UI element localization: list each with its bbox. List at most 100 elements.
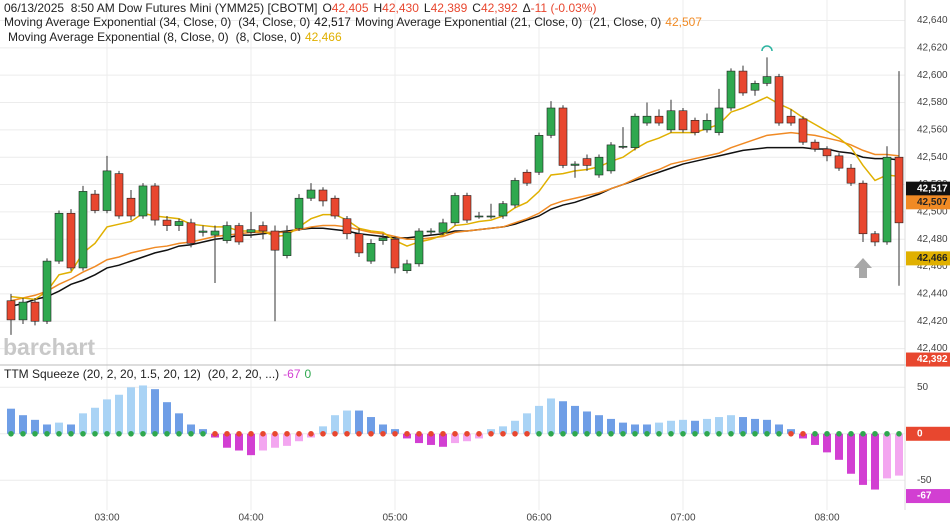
histogram-bar [631, 424, 639, 434]
squeeze-dot [740, 430, 746, 437]
y-tick-label: 42,580 [917, 97, 948, 108]
squeeze-dot [848, 430, 854, 437]
squeeze-dot [752, 430, 758, 437]
squeeze-dot [236, 430, 242, 437]
value-box-label: 42,507 [917, 197, 948, 208]
candle-body [438, 222, 448, 233]
candle-body [126, 197, 136, 217]
squeeze-dot [416, 430, 422, 437]
histogram-bar [103, 399, 111, 434]
legend-text: 0 [305, 367, 312, 381]
candle-body [342, 218, 352, 235]
histogram-bar [127, 387, 135, 434]
candle-body [666, 110, 676, 131]
value-box [906, 181, 950, 196]
squeeze-dot [836, 430, 842, 437]
histogram-bar [247, 433, 255, 456]
histogram-bar [775, 424, 783, 434]
legend-text: 06/13/2025 8:50 AM Dow Futures Mini (YMM… [4, 1, 317, 15]
candle-body [750, 83, 760, 91]
legend-text: (34, Close, 0) [238, 15, 310, 29]
candle-body [510, 180, 520, 206]
histogram-bar [415, 433, 423, 444]
candle-body [678, 110, 688, 131]
histogram-bar [871, 433, 879, 490]
candle-body [570, 163, 580, 166]
histogram-bar [55, 422, 63, 434]
histogram-bar [727, 415, 735, 434]
legend-text: 42,430 [382, 1, 419, 15]
legend-text: Δ [523, 1, 531, 15]
squeeze-dot [404, 430, 410, 437]
squeeze-dot [68, 430, 74, 437]
histogram-bar [451, 433, 459, 444]
candle-body [6, 300, 16, 321]
squeeze-dot [812, 430, 818, 437]
legend-text: O [322, 1, 331, 15]
legend-text: L [424, 1, 431, 15]
squeeze-dot [560, 430, 566, 437]
candle-body [366, 243, 376, 262]
candle-body [522, 171, 532, 184]
candle-body [834, 155, 844, 169]
squeeze-dot [308, 430, 314, 437]
histogram-bar [223, 433, 231, 448]
ema-line [10, 146, 900, 307]
squeeze-dot [20, 430, 26, 437]
squeeze-dot [104, 430, 110, 437]
squeeze-dot [200, 430, 206, 437]
squeeze-dot [248, 430, 254, 437]
candle-body [18, 301, 28, 321]
squeeze-dot [572, 430, 578, 437]
candle-body [234, 225, 244, 243]
squeeze-dot [464, 430, 470, 437]
candle-body [606, 144, 616, 172]
squeeze-dot [716, 430, 722, 437]
candle-body [798, 118, 808, 143]
candle-body [90, 193, 100, 211]
watermark: barchart [3, 334, 95, 360]
legend-text: 42,466 [305, 30, 342, 44]
value-box-label: 42,392 [917, 354, 948, 365]
histogram-bar [823, 433, 831, 453]
candle-body [810, 141, 820, 150]
histogram-bar [283, 433, 291, 446]
candle-body [534, 135, 544, 173]
squeeze-dot [620, 430, 626, 437]
histogram-bar [379, 424, 387, 434]
squeeze-dot [212, 430, 218, 437]
squeeze-dot [164, 430, 170, 437]
histogram-bar [763, 419, 771, 434]
squeeze-dot [800, 430, 806, 437]
squeeze-dot [512, 430, 518, 437]
x-tick-label: 07:00 [670, 513, 695, 524]
histogram-bar [427, 433, 435, 445]
histogram-bar [163, 402, 171, 434]
candle-body [258, 225, 268, 232]
squeeze-dot [824, 430, 830, 437]
squeeze-dot [116, 430, 122, 437]
candle-body [474, 215, 484, 218]
histogram-bar [751, 418, 759, 434]
squeeze-dot [296, 430, 302, 437]
candle-body [846, 167, 856, 184]
legend-text: Moving Average Exponential (8, Close, 0) [8, 30, 229, 44]
histogram-bar [343, 410, 351, 434]
histogram-bar [883, 433, 891, 479]
histogram-bar [19, 415, 27, 434]
squeeze-dot [56, 430, 62, 437]
histogram-bar [835, 433, 843, 460]
candle-body [762, 76, 772, 84]
signal-arrow [854, 258, 872, 278]
candle-body [882, 156, 892, 243]
squeeze-dot [368, 430, 374, 437]
candle-body [894, 156, 904, 224]
histogram-bar [295, 433, 303, 442]
candle-body [210, 230, 220, 236]
y-tick-label: 42,640 [917, 15, 948, 26]
histogram-bar [643, 424, 651, 434]
squeeze-dot [860, 430, 866, 437]
squeeze-dot [608, 430, 614, 437]
candle-body [690, 119, 700, 133]
candle-body [222, 225, 232, 241]
